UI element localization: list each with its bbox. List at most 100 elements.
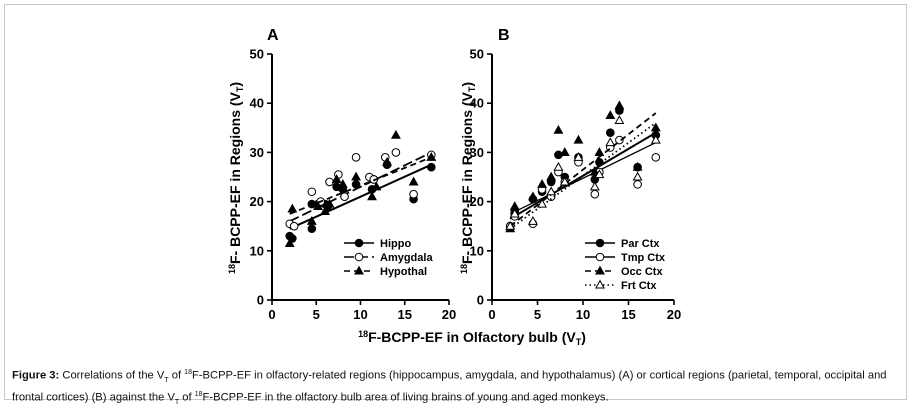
panel-B-occ-ctx-point	[605, 110, 616, 120]
panel-B-frt-ctx-point	[605, 137, 616, 147]
panel-B-frt-ctx-point	[527, 215, 538, 225]
panel-A-x-tick-label: 5	[313, 307, 320, 322]
panel-A-hypothal-point	[371, 181, 382, 191]
panel-B-occ-ctx-point	[589, 166, 600, 176]
panel-A-hypothal-point	[320, 206, 331, 215]
panel-A-legend-amygdala-marker	[354, 252, 364, 262]
panel-B-frt-ctx-point	[546, 186, 557, 196]
panel-A-y-tick-label: 50	[250, 47, 264, 62]
caption-text-5: F-BCPP-EF in the olfactory bulb area of …	[202, 391, 609, 404]
panel-B-occ-ctx-point	[527, 191, 538, 201]
panel-B-tmp-ctx-fit-line	[509, 141, 657, 215]
panel-A-amygdala-point	[307, 187, 317, 197]
caption-figure-number: Figure 3:	[12, 369, 60, 382]
panel-B-frt-ctx-point	[573, 151, 584, 161]
figure-frame	[4, 4, 907, 400]
panel-B-x-tick-label: 10	[576, 307, 590, 322]
y-label-A-sup: 18	[227, 264, 237, 274]
panel-A-amygdala-point	[391, 148, 401, 157]
panel-A-amygdala-point	[289, 221, 299, 231]
panel-B-y-axis-label: 18F- BCPP-EF in Regions (VT)	[459, 82, 477, 274]
panel-A-legend-hypothal-marker	[354, 265, 364, 275]
panel-B-legend-frt-ctx-label: Frt Ctx	[621, 280, 657, 292]
figure-caption: Figure 3: Correlations of the VT of 18F-…	[12, 366, 897, 410]
panel-A-hypothal-point	[331, 174, 342, 183]
panel-A-x-tick-label: 0	[268, 307, 275, 322]
panel-B-occ-ctx-point	[573, 134, 584, 144]
y-label-B-main: F- BCPP-EF in Regions (V	[459, 91, 475, 264]
panel-B-x-tick-label: 15	[621, 307, 635, 322]
panel-B-occ-ctx-point	[614, 100, 625, 110]
panel-A-hypothal-point	[284, 238, 295, 247]
panel-B-frt-ctx-point	[650, 134, 661, 144]
panel-A-amygdala-point	[340, 192, 349, 201]
panel-B-tmp-ctx-point	[633, 180, 642, 189]
panel-A-y-tick-label: 10	[250, 243, 264, 258]
panel-B-occ-ctx-point	[553, 124, 564, 134]
panel-A-hypothal-point	[351, 171, 362, 181]
panel-B-y-tick-label: 50	[470, 47, 484, 62]
panel-B-frt-ctx-point	[594, 169, 605, 179]
x-label-sub: T	[576, 337, 582, 347]
panel-A-amygdala-fit-line	[289, 151, 432, 223]
panel-B-tmp-ctx-point	[590, 189, 600, 199]
panel-B-occ-ctx-point	[546, 171, 557, 181]
panel-A-legend-hypothal-label: Hypothal	[380, 266, 427, 278]
panel-A-y-tick-label: 20	[250, 194, 264, 209]
panel-A-hippo-fit-line	[289, 163, 432, 230]
panel-A-hypothal-point	[367, 191, 377, 201]
panel-B-frt-ctx-point	[559, 176, 570, 186]
panel-B-x-tick-label: 20	[667, 307, 681, 322]
panel-B-frt-ctx-point	[509, 208, 520, 218]
panel-A-y-tick-label: 0	[257, 293, 264, 308]
panel-B-par-ctx-fit-line	[509, 131, 657, 220]
panel-B-frt-ctx-point	[537, 198, 548, 208]
panel-B-occ-ctx-point	[537, 179, 548, 188]
panel-B-legend-par-ctx-label: Par Ctx	[621, 238, 660, 250]
caption-sub-1: T	[164, 376, 169, 384]
panel-B-letter: B	[498, 27, 510, 44]
panel-B-tmp-ctx-point	[651, 153, 661, 162]
panel-B-y-tick-label: 0	[477, 293, 484, 308]
caption-text-2: of	[168, 369, 185, 382]
caption-text-3: F-BCPP-EF in olfactory-related regions (…	[12, 369, 887, 404]
y-label-B-close: )	[459, 82, 475, 87]
panel-A-y-tick-label: 40	[250, 96, 264, 111]
caption-sup-1: 18	[184, 369, 192, 376]
panel-B-x-tick-label: 0	[488, 307, 495, 322]
panel-B-y-tick-label: 20	[470, 194, 484, 209]
y-label-A-close: )	[227, 82, 243, 87]
panel-B-y-tick-label: 10	[470, 243, 484, 258]
panel-A-amygdala-point	[325, 177, 334, 187]
y-label-B-sub: T	[467, 86, 477, 92]
panel-B-tmp-ctx-point	[615, 135, 624, 145]
panel-A-hypothal-point	[390, 129, 401, 139]
panel-A-plot: 0 10 20 30 40 50 0 5 10 15 20 Hippo Amygdala Hypothal	[250, 47, 457, 323]
panel-B-legend-par-ctx-marker	[595, 238, 605, 248]
panel-A-legend-hippo-marker	[354, 238, 364, 248]
panel-A-legend-hippo-label: Hippo	[380, 238, 411, 250]
panel-B-y-tick-label: 30	[470, 145, 484, 160]
panel-B-y-tick-label: 40	[470, 96, 484, 111]
panel-A-x-tick-label: 20	[442, 307, 456, 322]
panel-B-occ-ctx-fit-line	[509, 112, 657, 227]
panel-B-occ-ctx-point	[559, 147, 570, 156]
panel-B-x-tick-label: 5	[534, 307, 541, 322]
panel-B-frt-ctx-point	[614, 115, 625, 124]
panel-A-x-tick-label: 10	[353, 307, 367, 322]
panel-A-amygdala-point	[409, 189, 418, 199]
shared-x-axis-label: 18F-BCPP-EF in Olfactory bulb (VT)	[358, 329, 586, 347]
panel-B-frt-ctx-fit-line	[509, 122, 657, 230]
panel-A-hypothal-fit-line	[289, 156, 432, 215]
panel-A-y-axis-label: 18F- BCPP-EF in Regions (VT)	[227, 82, 245, 274]
panel-A-hypothal-point	[408, 176, 419, 186]
panel-B-occ-ctx-point	[632, 161, 643, 171]
panel-B-plot: 0 10 20 30 40 50 0 5 10 15 20 Par Ctx Tmp Ctx Occ Ctx…	[470, 47, 682, 323]
y-label-B-sup: 18	[459, 264, 469, 274]
panel-A-hypothal-point	[337, 179, 348, 188]
panel-B-frt-ctx-point	[553, 161, 564, 171]
panel-B-occ-ctx-point	[594, 147, 605, 156]
panel-A-legend-amygdala-label: Amygdala	[380, 252, 433, 264]
panel-B-frt-ctx-point	[505, 220, 516, 230]
